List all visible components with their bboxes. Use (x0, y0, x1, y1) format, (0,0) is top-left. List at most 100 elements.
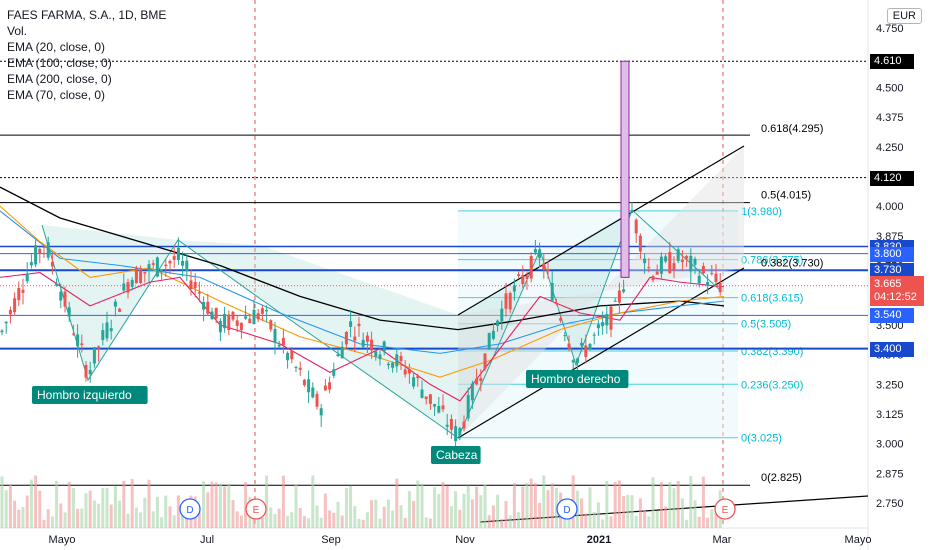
volume-bar (504, 501, 508, 528)
candle-body (235, 320, 239, 326)
volume-bar (38, 490, 42, 528)
candle-body (433, 404, 437, 407)
candle-body (647, 267, 651, 269)
price-tag: 3.800 (870, 246, 914, 262)
volume-bar (46, 509, 50, 528)
candle-body (706, 281, 710, 286)
volume-bar (344, 488, 348, 528)
candle-body (38, 248, 42, 255)
volume-bar (525, 482, 529, 528)
current-price-countdown: 04:12:52 (874, 291, 917, 303)
candle-body (458, 428, 462, 435)
volume-bar (697, 516, 701, 528)
candle-body (412, 377, 416, 387)
event-marker (179, 498, 201, 520)
volume-bar (151, 511, 155, 528)
candle-body (546, 269, 550, 272)
candle-body (512, 285, 516, 292)
candle-body (248, 318, 252, 324)
candle-body (21, 289, 25, 293)
fib-label: 0.786(3.775) (741, 255, 803, 267)
candle-body (664, 256, 668, 262)
volume-bar (181, 511, 185, 528)
candle-body (634, 219, 638, 234)
candle-body (8, 309, 12, 315)
volume-bar (25, 495, 29, 528)
candle-body (567, 343, 571, 350)
candle-body (50, 261, 54, 267)
candle-body (223, 313, 227, 329)
volume-bar (374, 499, 378, 528)
volume-bar (361, 519, 365, 528)
candle-body (475, 378, 479, 385)
ema200-line (0, 186, 725, 331)
candle-body (424, 396, 428, 400)
volume-bar (521, 486, 525, 528)
y-tick-label: 3.000 (876, 439, 904, 451)
candle-body (378, 354, 382, 360)
volume-bar (680, 498, 684, 528)
volume-bar (71, 488, 75, 528)
volume-bar (580, 498, 584, 528)
candle-body (122, 283, 126, 291)
legend-ema70: EMA (70, close, 0) (7, 88, 106, 102)
candle-body (101, 330, 105, 340)
candle-body (403, 369, 407, 375)
candle-body (239, 322, 243, 331)
x-tick-label: 2021 (587, 534, 611, 546)
candle-body (134, 267, 138, 284)
x-tick-label: Mar (713, 534, 732, 546)
volume-bar (437, 494, 441, 528)
candle-body (260, 308, 264, 314)
volume-bar (29, 479, 33, 528)
volume-bar (160, 517, 164, 528)
y-tick-label: 2.750 (876, 498, 904, 510)
x-tick-label: Mayo (49, 534, 76, 546)
candle-body (202, 302, 206, 310)
candle-body (357, 323, 361, 327)
volume-bar (445, 485, 449, 528)
channel-fill (458, 146, 744, 438)
volume-bar (533, 483, 537, 528)
candle-body (407, 369, 411, 374)
x-tick-label: Jul (200, 534, 214, 546)
volume-bar (155, 496, 159, 528)
x-tick-label: Nov (455, 534, 475, 546)
volume-bar (323, 493, 327, 528)
candle-body (445, 424, 449, 427)
volume-bar (508, 515, 512, 528)
volume-bar (294, 484, 298, 528)
annotation-head: Cabeza (436, 448, 478, 462)
candle-body (437, 406, 441, 413)
y-tick-label: 4.250 (876, 142, 904, 154)
volume-bar (210, 481, 214, 528)
volume-bar (449, 506, 453, 528)
candle-body (214, 307, 218, 319)
volume-bar (302, 516, 306, 528)
candle-body (588, 343, 592, 350)
volume-bar (4, 490, 8, 528)
candle-body (147, 264, 151, 272)
candle-body (151, 263, 155, 265)
y-tick-label: 4.000 (876, 201, 904, 213)
candle-body (382, 341, 386, 352)
candle-body (13, 298, 17, 313)
volume-bar (407, 491, 411, 528)
volume-bar (21, 507, 25, 528)
candle-body (638, 235, 642, 252)
candle-body (168, 260, 172, 264)
volume-bar (491, 505, 495, 528)
volume-bar (168, 506, 172, 528)
volume-bar (126, 513, 130, 528)
currency-selector[interactable]: EUR (886, 8, 922, 24)
volume-bar (164, 495, 168, 528)
candle-body (533, 248, 537, 253)
candle-body (617, 290, 621, 303)
candle-body (139, 270, 143, 284)
volume-bar (550, 483, 554, 528)
fib-label: 0.5(3.505) (741, 319, 791, 331)
candle-body (710, 273, 714, 275)
volume-bar (260, 517, 264, 528)
volume-bar (601, 519, 605, 528)
